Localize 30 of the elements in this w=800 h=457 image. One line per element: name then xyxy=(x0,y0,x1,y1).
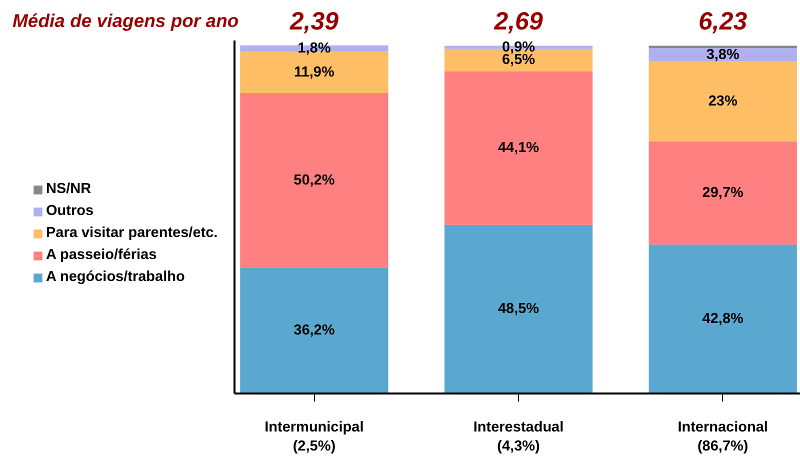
bar xyxy=(240,93,388,268)
bar xyxy=(648,46,797,48)
text: 2,69 xyxy=(493,8,543,36)
legend-label: Outros xyxy=(46,203,94,219)
chart-title: Média de viagens por ano xyxy=(12,10,239,31)
data-label: 11,9% xyxy=(294,64,334,80)
data-label: 29,7% xyxy=(702,185,744,202)
data-label: 50,2% xyxy=(294,172,335,188)
bar xyxy=(240,268,388,394)
bar xyxy=(648,48,797,62)
legend-label: A negócios/trabalho xyxy=(46,269,185,285)
bar xyxy=(648,244,797,394)
x-tick-label: Intermunicipal (2,5%) xyxy=(264,420,364,455)
data-label: 42,8% xyxy=(702,311,744,328)
data-label: 44,1% xyxy=(498,140,540,156)
text: 2,39 xyxy=(288,8,339,36)
data-label: 36,2% xyxy=(294,322,335,339)
legend-label: Para visitar parentes/etc. xyxy=(46,225,218,241)
x-tick-label: Internacional (86,7%) xyxy=(678,420,768,455)
legend-label: NS/NR xyxy=(46,181,92,197)
data-label: 3,8% xyxy=(706,46,740,63)
legend-label: A passeio/férias xyxy=(46,247,157,263)
x-tick-label: Interestadual (4,3%) xyxy=(473,420,564,455)
data-label: 48,5% xyxy=(498,301,540,318)
bar xyxy=(648,141,797,245)
bar xyxy=(444,71,593,225)
bar xyxy=(648,61,797,142)
text: 6,23 xyxy=(698,8,748,36)
data-label: 23% xyxy=(708,93,738,110)
bar xyxy=(444,224,593,394)
